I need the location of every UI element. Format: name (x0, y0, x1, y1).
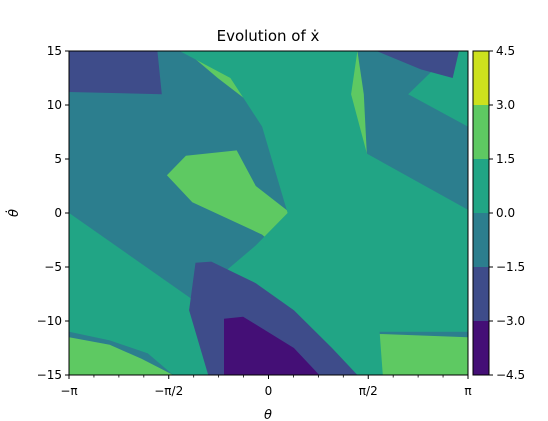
y-tick-label-2: −10 (37, 314, 62, 328)
x-axis-label: θ (264, 408, 272, 421)
contour-region-5 (376, 334, 468, 375)
contour-region-6 (69, 51, 468, 375)
x-tick-label-4: π/2 (359, 384, 378, 398)
x-tick-label-3: 0 (265, 384, 273, 398)
y-tick-label-3: −5 (44, 260, 62, 274)
colorbar-band-4 (473, 159, 489, 213)
contour-area (68, 50, 469, 376)
y-tick-label-6: 10 (47, 98, 62, 112)
colorbar-tick-label-4: 0.0 (496, 206, 515, 220)
chart-title: Evolution of ẋ (217, 27, 320, 45)
contour-region-4 (69, 337, 174, 375)
colorbar-band-2 (473, 267, 489, 321)
colorbar-tick-label-1: −4.5 (496, 368, 525, 382)
x-axis-ticks: −π −π/2 0 π/2 π (60, 375, 472, 398)
contour-region-3 (166, 150, 294, 263)
y-tick-label-7: 15 (47, 44, 62, 58)
x-tick-label-2: −π/2 (154, 384, 183, 398)
y-axis-ticks: −15 −10 −5 0 5 10 15 (37, 44, 69, 382)
contour-region-9 (376, 51, 459, 78)
colorbar-band-5 (473, 105, 489, 159)
colorbar-band-1 (473, 321, 489, 375)
y-axis-label: θ̇ (6, 209, 22, 217)
contour-region-11 (224, 316, 320, 375)
colorbar-tick-label-6: 3.0 (496, 98, 515, 112)
y-tick-label-5: 5 (54, 152, 62, 166)
colorbar: −4.5 −3.0 −1.5 0.0 1.5 3.0 4.5 (472, 44, 525, 382)
colorbar-tick-label-2: −3.0 (496, 314, 525, 328)
contour-region-8 (69, 51, 162, 95)
y-tick-label-4: 0 (54, 206, 62, 220)
x-tick-label-1: −π (60, 384, 77, 398)
y-tick-label-1: −15 (37, 368, 62, 382)
colorbar-tick-label-5: 1.5 (496, 152, 515, 166)
x-tick-label-5: π (464, 384, 471, 398)
colorbar-band-3 (473, 213, 489, 267)
colorbar-band-6 (473, 51, 489, 105)
colorbar-tick-label-7: 4.5 (496, 44, 515, 58)
colorbar-tick-label-3: −1.5 (496, 260, 525, 274)
